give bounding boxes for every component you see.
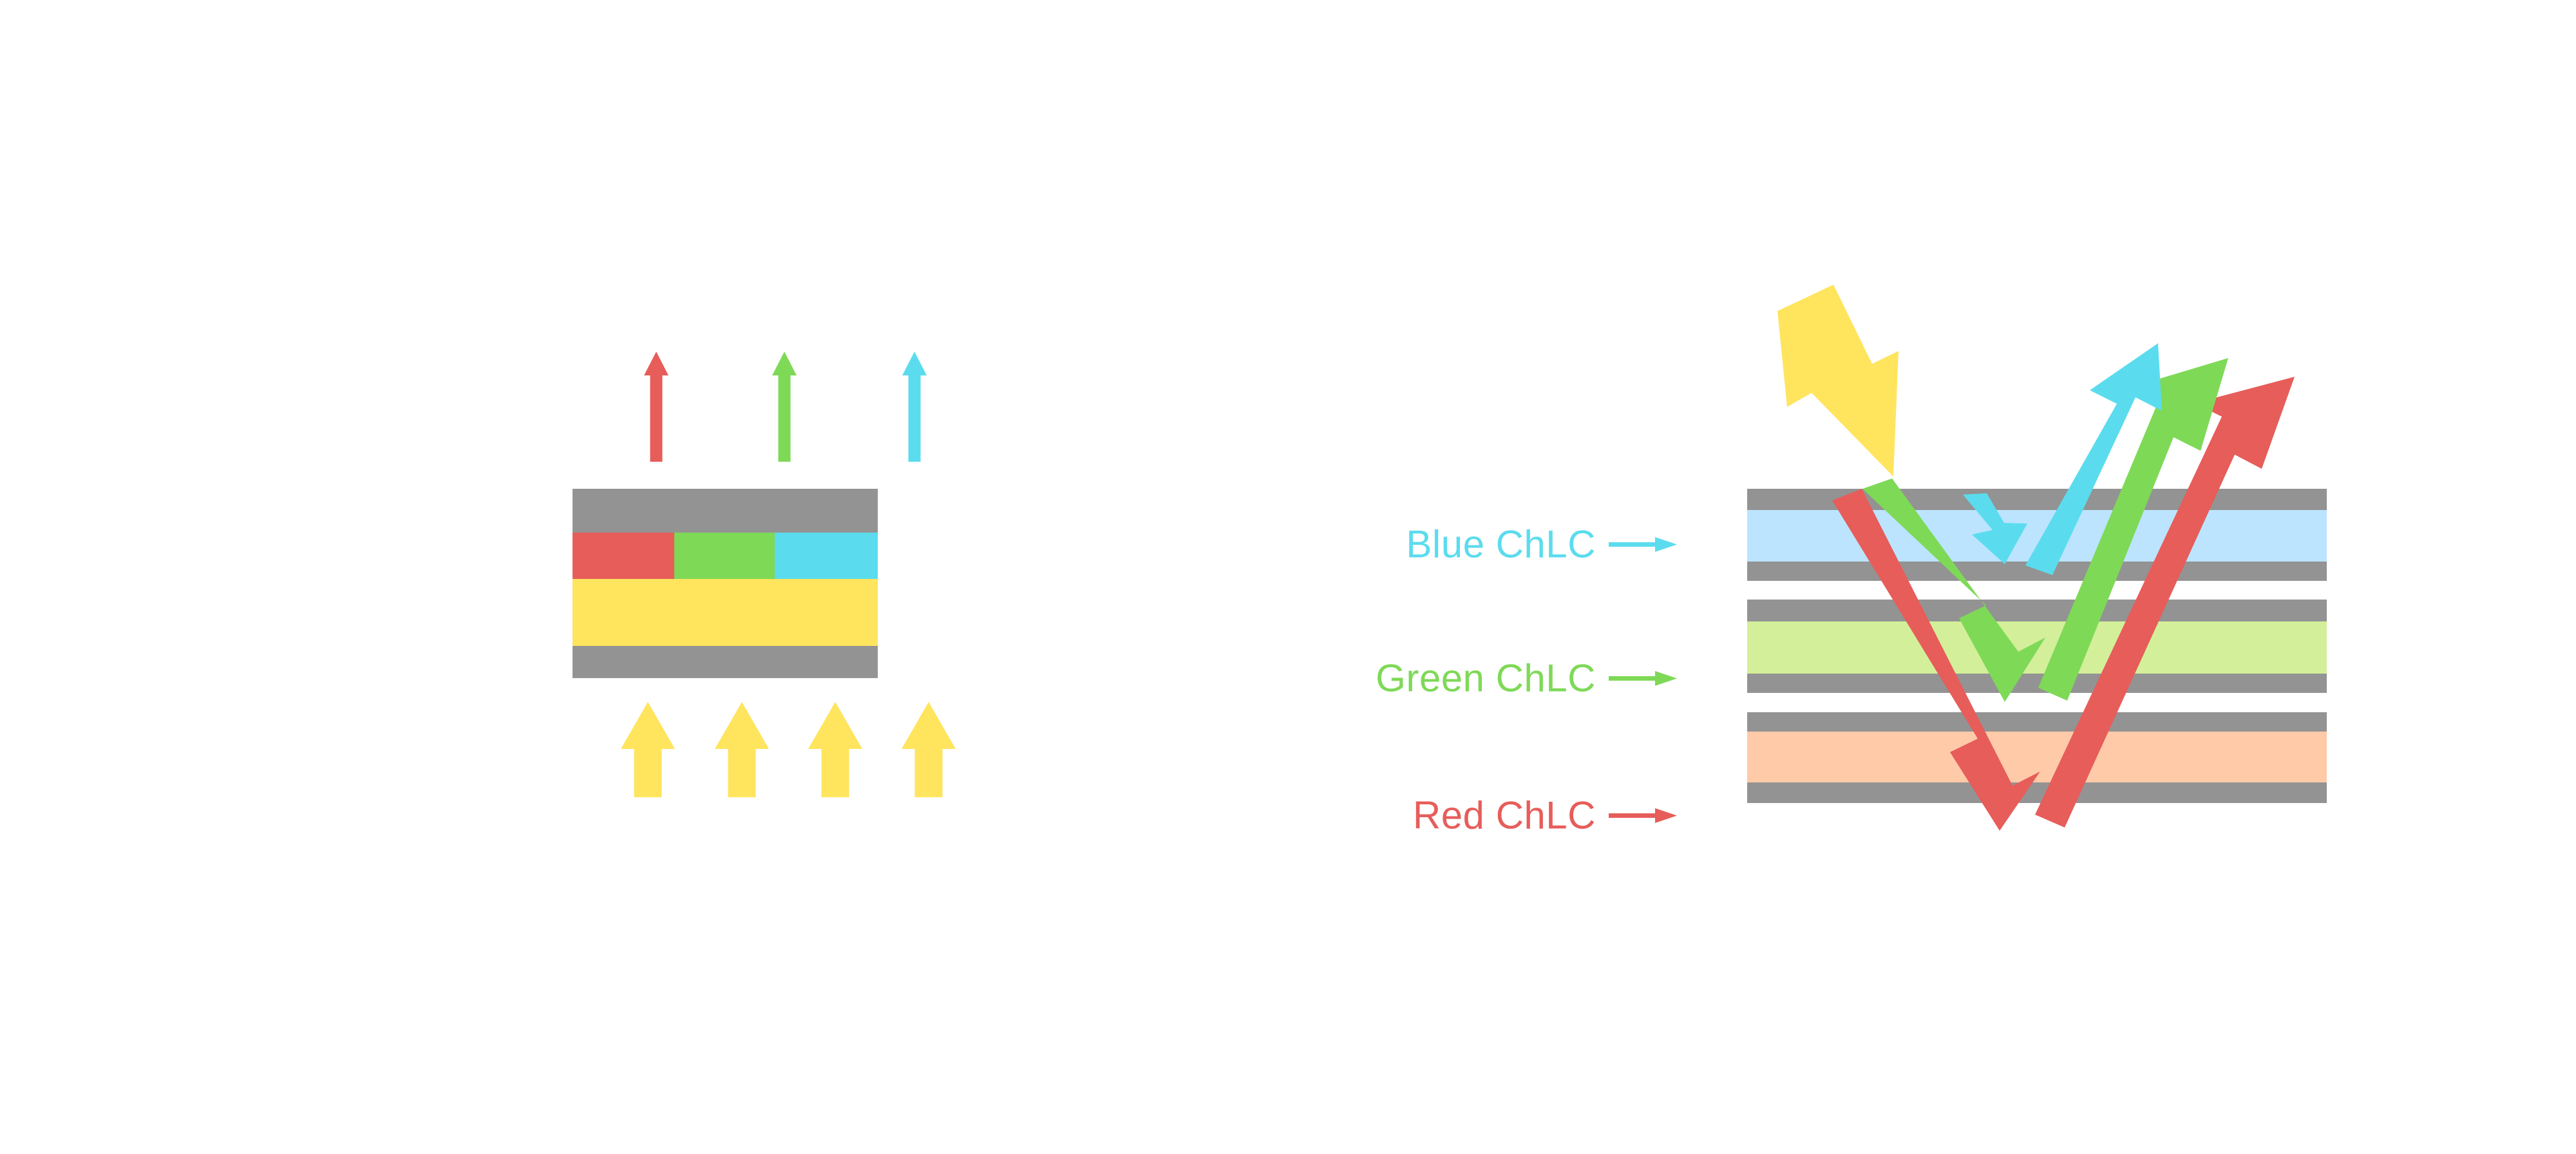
left-backlight-arrows xyxy=(621,702,956,797)
green-emission-arrow xyxy=(772,352,797,462)
red-chlc-label: Red ChLC xyxy=(1412,793,1596,837)
right-panel xyxy=(1609,285,2327,831)
blue-chlc-label: Blue ChLC xyxy=(1406,522,1596,566)
red-chlc-top-electrode xyxy=(1747,712,2327,732)
green-chlc-label: Green ChLC xyxy=(1376,656,1596,700)
green-reflected-ray xyxy=(2038,358,2228,701)
blue-incident-ray xyxy=(1963,493,2027,564)
red-reflected-ray xyxy=(2035,377,2295,828)
blue-segment xyxy=(775,533,878,579)
blue-emission-arrow xyxy=(902,352,927,462)
left-layer-stack xyxy=(573,489,878,678)
green-incident-ray xyxy=(1862,478,2045,702)
blue-chlc-leader-arrow xyxy=(1609,537,1677,552)
red-emission-arrow xyxy=(644,352,668,462)
red-chlc-leader-arrow xyxy=(1609,808,1677,823)
backlight-arrow-1 xyxy=(621,702,675,797)
incident-white-light-arrow xyxy=(1777,285,1899,477)
right-rays xyxy=(1832,343,2295,831)
blue-chlc-top-electrode xyxy=(1747,489,2327,510)
label-leader-arrows xyxy=(1609,537,1677,823)
left-emitted-arrows xyxy=(644,352,927,462)
left-panel xyxy=(573,352,956,797)
backlight-arrow-4 xyxy=(902,702,956,797)
green-chlc-top-electrode xyxy=(1747,600,2327,621)
green-chlc-leader-arrow xyxy=(1609,671,1677,686)
green-chlc-bottom-electrode xyxy=(1747,674,2327,693)
red-incident-ray xyxy=(1832,489,2040,831)
top-electrode xyxy=(573,489,878,533)
red-chlc-bottom-electrode xyxy=(1747,782,2327,803)
green-segment xyxy=(674,533,775,579)
blue-reflected-ray xyxy=(2025,343,2162,575)
red-segment xyxy=(573,533,674,579)
bottom-electrode xyxy=(573,646,878,678)
backlight-arrow-3 xyxy=(808,702,862,797)
backlight-arrow-2 xyxy=(715,702,769,797)
backlight-layer xyxy=(573,579,878,646)
